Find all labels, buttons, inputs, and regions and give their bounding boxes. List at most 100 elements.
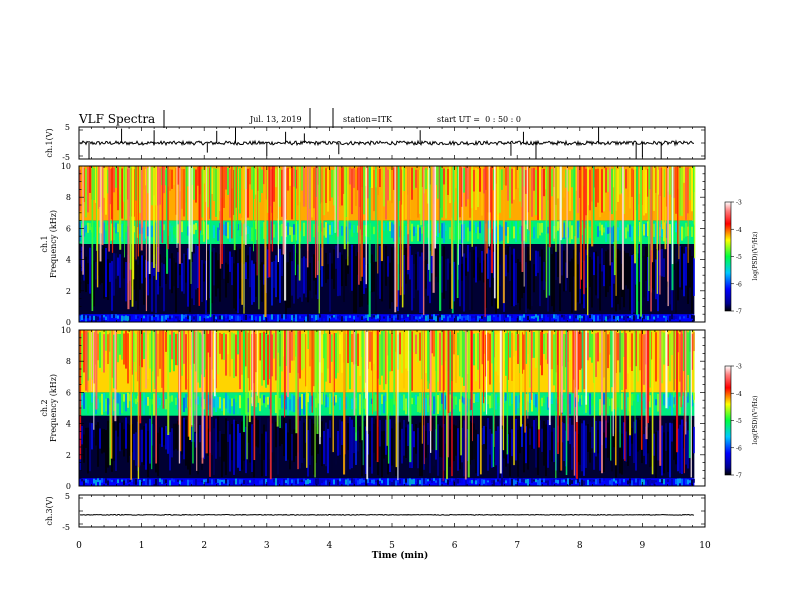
spectrogram-cell [149,399,151,416]
spectrogram-cell [505,314,507,318]
spectrogram-cell [213,398,215,408]
spectrogram-cell [525,315,527,321]
spectrogram-cell [223,332,225,360]
spectrogram-cell [605,222,607,242]
spectrogram-cell [285,314,287,319]
spectrogram-cell [305,220,307,240]
spectrogram-cell [573,249,575,277]
spectrogram-cell [497,397,499,403]
spectrogram-cell [469,252,471,311]
spectrogram-cell [333,227,335,233]
spectrogram-cell [617,432,619,449]
spectrogram-cell [373,479,375,485]
spectrogram-cell [673,478,675,485]
spectrogram-streak [286,330,290,398]
spectrogram-streak [613,166,616,276]
spectrogram-cell [389,262,391,309]
spectrogram-cell [463,420,465,477]
spectrogram-cell [537,222,539,239]
spectrogram-cell [321,421,323,467]
spectrogram-streak [645,330,648,440]
colorbar-tick-label: -4 [736,227,742,234]
colorbar-tick-label: -3 [736,364,742,371]
spectrogram-cell [541,330,543,376]
spectrogram-cell [105,167,107,215]
spectrogram-cell [371,331,373,371]
spectrogram-cell [289,168,291,186]
spectrogram-cell [135,334,137,372]
spectrogram-cell [661,425,663,476]
spectrogram-cell [607,227,609,234]
spectrogram-cell [415,480,417,483]
spectrogram-cell [143,255,145,305]
spectrogram-cell [263,222,265,239]
spectrogram-cell [421,314,423,318]
spectrogram-cell [461,316,463,321]
spectrogram-cell [511,478,513,486]
spectrogram-cell [189,421,191,475]
spectrogram-cell [335,480,337,486]
spectrogram-cell [461,167,463,207]
spectrogram-cell [201,220,203,236]
spectrogram-cell [303,478,305,481]
spectrogram-cell [603,227,605,233]
ch2-spectrogram-ylabel-frequency: Frequency (kHz) [49,374,58,442]
spectrogram-cell [245,479,247,486]
spectrogram-cell [655,431,657,478]
spectrogram-cell [283,417,285,457]
spectrogram-cell [627,397,629,416]
spectrogram-streak [135,166,137,260]
spectrogram-cell [263,331,265,381]
spectrogram-cell [681,419,683,475]
spectrogram-cell [525,394,527,411]
spectrogram-cell [347,315,349,318]
spectrogram-streak [579,166,581,289]
spectrogram-cell [251,478,253,486]
spectrogram-cell [91,478,93,484]
spectrogram-cell [591,259,593,308]
spectrogram-cell [403,419,405,456]
spectrogram-streak [609,166,611,266]
spectrogram-cell [403,479,405,485]
spectrogram-cell [527,423,529,470]
spectrogram-cell [559,330,561,392]
spectrogram-streak [253,166,254,252]
spectrogram-cell [317,260,319,300]
spectrogram-cell [583,420,585,476]
spectrogram-cell [321,247,323,287]
spectrogram-cell [523,479,525,483]
spectrogram-cell [585,314,587,321]
spectrogram-cell [465,480,467,486]
spectrogram-cell [271,394,273,414]
spectrogram-cell [255,220,257,230]
spectrogram-cell [171,330,173,360]
spectrogram-cell [275,394,277,414]
spectrogram-cell [607,479,609,486]
spectrogram-cell [489,167,491,213]
colorbar-tick-label: -6 [736,445,742,452]
spectrogram-cell [617,315,619,322]
spectrogram-cell [675,222,677,233]
spectrogram-cell [507,314,509,318]
spectrogram-cell [489,478,491,482]
spectrogram-cell [691,479,693,486]
spectrogram-streak [397,330,399,481]
spectrogram-cell [605,316,607,322]
spectrogram-cell [251,166,253,190]
spectrogram-cell [313,330,315,387]
spectrogram-cell [149,316,151,322]
spectrogram-cell [543,478,545,483]
y-tick-label: 2 [66,287,71,296]
spectrogram-cell [429,314,431,319]
spectrogram-streak [592,166,595,241]
spectrogram-cell [221,399,223,411]
spectrogram-cell [371,314,373,319]
spectrogram-cell [259,224,261,235]
spectrogram-cell [259,316,261,322]
spectrogram-cell [453,332,455,355]
spectrogram-cell [281,330,283,372]
spectrogram-cell [431,479,433,483]
spectrogram-cell [439,425,441,457]
spectrogram-cell [259,398,261,412]
